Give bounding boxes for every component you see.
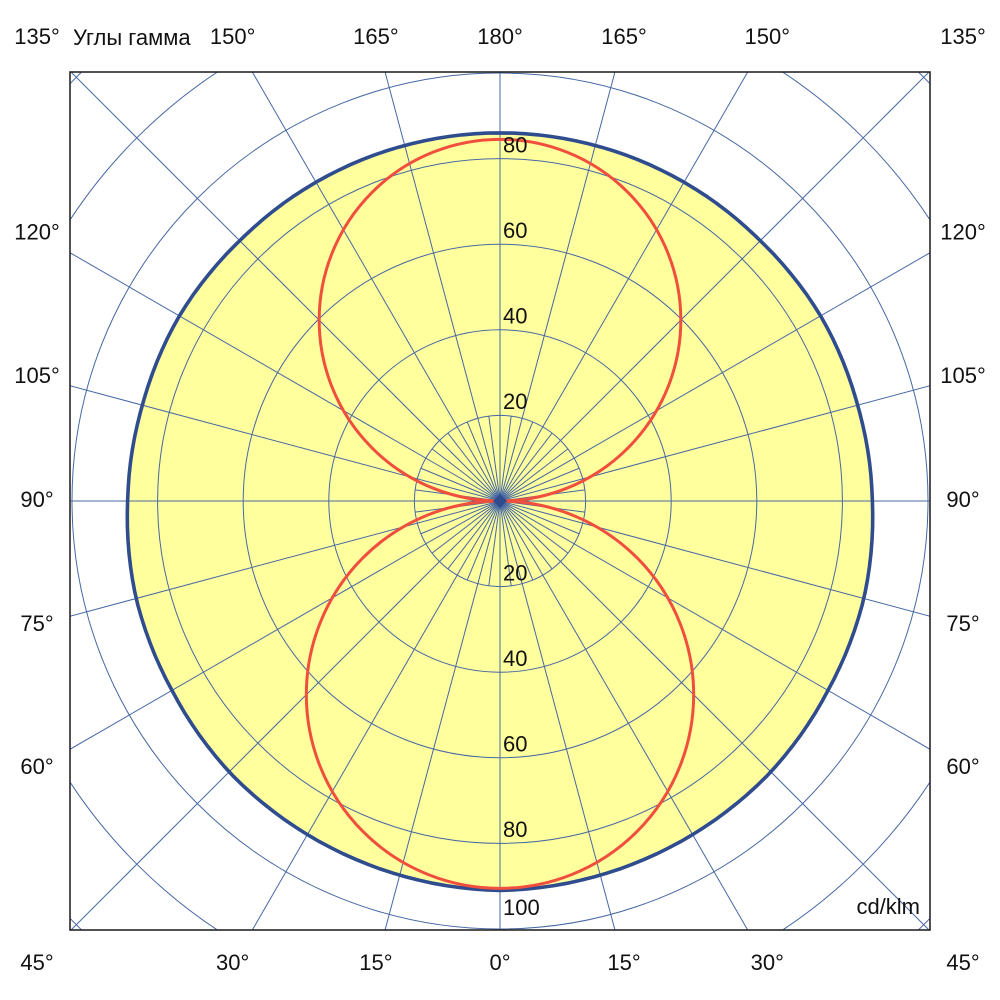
angle-label-30: 30° bbox=[216, 950, 249, 975]
tick-label-bottom-20: 20 bbox=[503, 560, 527, 585]
angle-label-105: 105° bbox=[14, 363, 60, 388]
tick-label-bottom-100: 100 bbox=[503, 895, 540, 920]
radial-line-major bbox=[499, 500, 930, 750]
radial-line-major bbox=[251, 500, 501, 930]
angle-label-30: 30° bbox=[751, 950, 784, 975]
unit-label: cd/klm bbox=[856, 894, 920, 919]
angle-label-0: 0° bbox=[489, 950, 510, 975]
angle-label-135: 135° bbox=[940, 24, 986, 49]
radial-line-major bbox=[499, 72, 930, 502]
angle-label-60: 60° bbox=[20, 754, 53, 779]
radial-line-minor bbox=[420, 500, 501, 535]
angle-label-75: 75° bbox=[20, 611, 53, 636]
radial-line-minor bbox=[466, 500, 501, 581]
tick-label-top-60: 60 bbox=[503, 218, 527, 243]
radial-line-major bbox=[499, 500, 616, 930]
radial-line-major bbox=[499, 385, 930, 502]
angle-label-165: 165° bbox=[353, 24, 399, 49]
radial-line-minor bbox=[431, 448, 501, 502]
radial-line-minor bbox=[488, 500, 501, 586]
angle-label-90: 90° bbox=[20, 487, 53, 512]
tick-label-bottom-80: 80 bbox=[503, 817, 527, 842]
angle-label-60: 60° bbox=[946, 754, 979, 779]
radial-line-minor bbox=[499, 500, 553, 570]
radial-line-minor bbox=[431, 500, 501, 554]
tick-label-top-20: 20 bbox=[503, 389, 527, 414]
radial-line-major bbox=[499, 500, 930, 617]
radial-line-major bbox=[70, 500, 501, 930]
radial-line-minor bbox=[488, 416, 501, 502]
angle-label-45: 45° bbox=[20, 950, 53, 975]
radial-line-minor bbox=[499, 500, 534, 581]
radial-line-minor bbox=[499, 500, 569, 554]
tick-label-top-40: 40 bbox=[503, 304, 527, 329]
tick-label-bottom-60: 60 bbox=[503, 732, 527, 757]
radial-line-minor bbox=[499, 467, 580, 502]
axis-labels: 20 20 40 40 60 60 80 80 100 0° 15° 15° 30° 30° 45° 45° 6… bbox=[14, 24, 986, 975]
radial-line-minor bbox=[466, 421, 501, 502]
angle-label-150: 150° bbox=[210, 24, 256, 49]
angle-label-45: 45° bbox=[946, 950, 979, 975]
angle-label-15: 15° bbox=[359, 950, 392, 975]
radial-line-minor bbox=[499, 432, 553, 502]
radial-line-major bbox=[70, 385, 501, 502]
angle-label-105: 105° bbox=[940, 363, 986, 388]
radial-line-major bbox=[251, 72, 501, 502]
chart-title: Углы гамма bbox=[73, 25, 191, 50]
angle-label-180: 180° bbox=[477, 24, 523, 49]
radial-line-minor bbox=[499, 448, 569, 502]
radial-line-major bbox=[499, 500, 930, 930]
chart-frame bbox=[69, 71, 931, 931]
radial-line-minor bbox=[447, 500, 501, 570]
radial-line-minor bbox=[499, 500, 512, 586]
angle-label-90: 90° bbox=[946, 487, 979, 512]
radial-line-major bbox=[499, 252, 930, 502]
angle-label-75: 75° bbox=[946, 611, 979, 636]
tick-label-top-80: 80 bbox=[503, 132, 527, 157]
angle-label-150: 150° bbox=[745, 24, 791, 49]
angle-label-120: 120° bbox=[14, 219, 60, 244]
center-marker bbox=[493, 494, 507, 508]
radial-line-major bbox=[70, 500, 501, 750]
angle-label-135: 135° bbox=[14, 24, 60, 49]
radial-line-minor bbox=[499, 500, 580, 535]
radial-line-minor bbox=[499, 416, 512, 502]
radial-line-major bbox=[384, 500, 501, 930]
angle-label-15: 15° bbox=[607, 950, 640, 975]
filled-curve-outline bbox=[125, 131, 875, 893]
radial-line-minor bbox=[447, 432, 501, 502]
radial-line-major bbox=[499, 72, 749, 502]
angle-label-165: 165° bbox=[601, 24, 647, 49]
tick-label-bottom-40: 40 bbox=[503, 646, 527, 671]
radial-line-major bbox=[70, 72, 501, 502]
angle-label-120: 120° bbox=[940, 219, 986, 244]
radial-line-minor bbox=[420, 467, 501, 502]
radial-line-minor bbox=[499, 421, 534, 502]
radial-line-major bbox=[70, 500, 501, 617]
radial-line-major bbox=[70, 252, 501, 502]
radial-line-major bbox=[499, 500, 749, 930]
